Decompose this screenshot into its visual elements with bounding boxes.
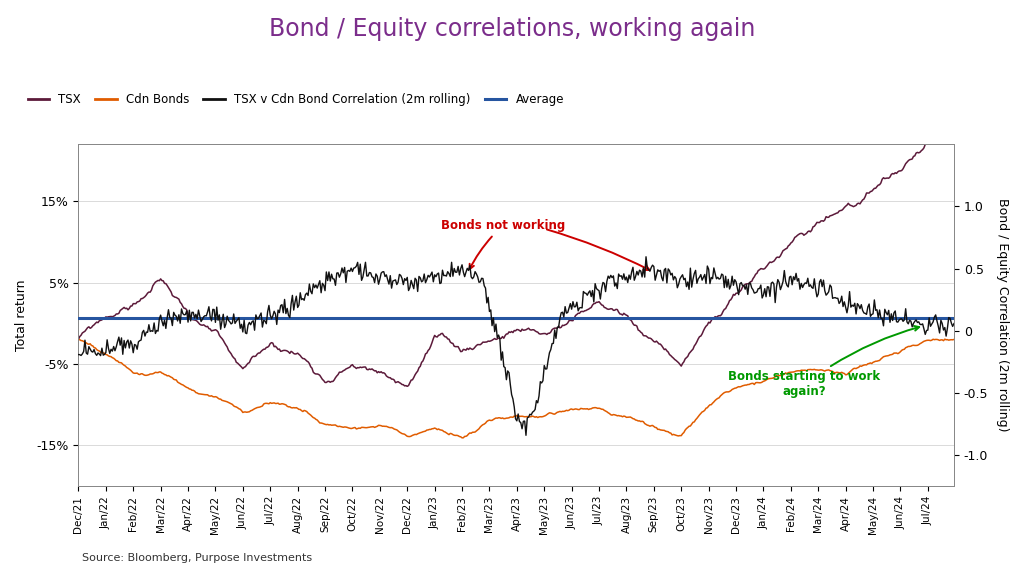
Y-axis label: Total return: Total return xyxy=(15,280,28,351)
Text: Bonds starting to work
again?: Bonds starting to work again? xyxy=(728,326,920,398)
Legend: TSX, Cdn Bonds, TSX v Cdn Bond Correlation (2m rolling), Average: TSX, Cdn Bonds, TSX v Cdn Bond Correlati… xyxy=(24,88,568,111)
Y-axis label: Bond / Equity Correlation (2m rolling): Bond / Equity Correlation (2m rolling) xyxy=(996,199,1009,432)
Text: Source: Bloomberg, Purpose Investments: Source: Bloomberg, Purpose Investments xyxy=(82,553,312,563)
Text: Bond / Equity correlations, working again: Bond / Equity correlations, working agai… xyxy=(269,17,755,41)
Text: Bonds not working: Bonds not working xyxy=(441,218,565,269)
